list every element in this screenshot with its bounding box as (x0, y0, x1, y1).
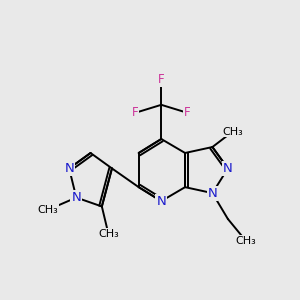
Text: F: F (132, 106, 139, 119)
Text: N: N (156, 195, 166, 208)
Text: N: N (71, 191, 81, 204)
Text: F: F (158, 73, 165, 86)
Text: CH₃: CH₃ (222, 127, 243, 136)
Text: CH₃: CH₃ (98, 229, 119, 239)
Text: CH₃: CH₃ (37, 205, 58, 215)
Text: N: N (208, 187, 217, 200)
Text: F: F (184, 106, 191, 119)
Text: N: N (64, 162, 74, 175)
Text: N: N (223, 162, 233, 175)
Text: CH₃: CH₃ (235, 236, 256, 246)
